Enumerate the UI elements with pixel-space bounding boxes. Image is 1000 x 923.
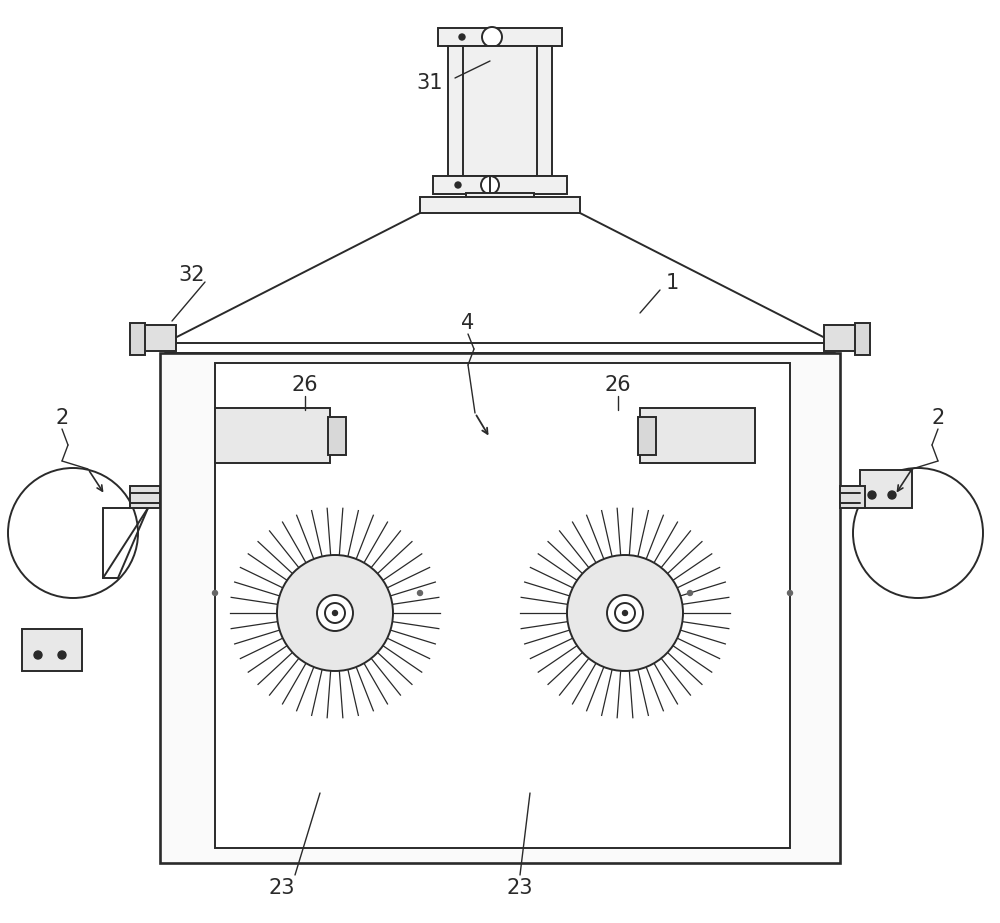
Circle shape <box>58 651 66 659</box>
Bar <box>130 486 160 508</box>
Bar <box>438 28 562 46</box>
Circle shape <box>788 591 792 595</box>
Bar <box>638 417 656 455</box>
Text: 31: 31 <box>417 73 443 93</box>
Circle shape <box>622 610 628 616</box>
Circle shape <box>567 555 683 671</box>
Circle shape <box>481 176 499 194</box>
Circle shape <box>332 610 338 616</box>
Bar <box>433 176 567 194</box>
Text: 1: 1 <box>665 273 679 293</box>
Bar <box>138 325 176 351</box>
Bar <box>328 417 346 455</box>
Bar <box>420 197 580 213</box>
Circle shape <box>853 468 983 598</box>
Bar <box>215 408 330 463</box>
Bar <box>640 408 755 463</box>
Circle shape <box>688 591 692 595</box>
Text: 4: 4 <box>461 313 475 333</box>
Circle shape <box>459 34 465 40</box>
Bar <box>130 323 145 355</box>
Circle shape <box>607 595 643 631</box>
Text: 23: 23 <box>507 878 533 898</box>
Text: 2: 2 <box>931 408 945 428</box>
Bar <box>160 353 840 863</box>
Bar <box>448 46 552 176</box>
Text: 2: 2 <box>55 408 69 428</box>
Circle shape <box>418 591 422 595</box>
Circle shape <box>308 591 312 595</box>
Bar <box>860 470 912 508</box>
Circle shape <box>8 468 138 598</box>
Text: 26: 26 <box>605 375 631 395</box>
Bar <box>855 323 870 355</box>
Text: 26: 26 <box>292 375 318 395</box>
Bar <box>466 193 534 209</box>
Circle shape <box>455 182 461 188</box>
Circle shape <box>482 27 502 47</box>
Circle shape <box>868 491 876 499</box>
Circle shape <box>34 651 42 659</box>
Circle shape <box>277 555 393 671</box>
Bar <box>215 363 790 848</box>
Circle shape <box>325 603 345 623</box>
Circle shape <box>578 591 582 595</box>
Text: 32: 32 <box>179 265 205 285</box>
Circle shape <box>615 603 635 623</box>
Circle shape <box>888 491 896 499</box>
Bar <box>22 629 82 671</box>
Circle shape <box>317 595 353 631</box>
Text: 23: 23 <box>269 878 295 898</box>
Bar <box>840 486 865 508</box>
Circle shape <box>212 591 218 595</box>
Bar <box>824 325 862 351</box>
